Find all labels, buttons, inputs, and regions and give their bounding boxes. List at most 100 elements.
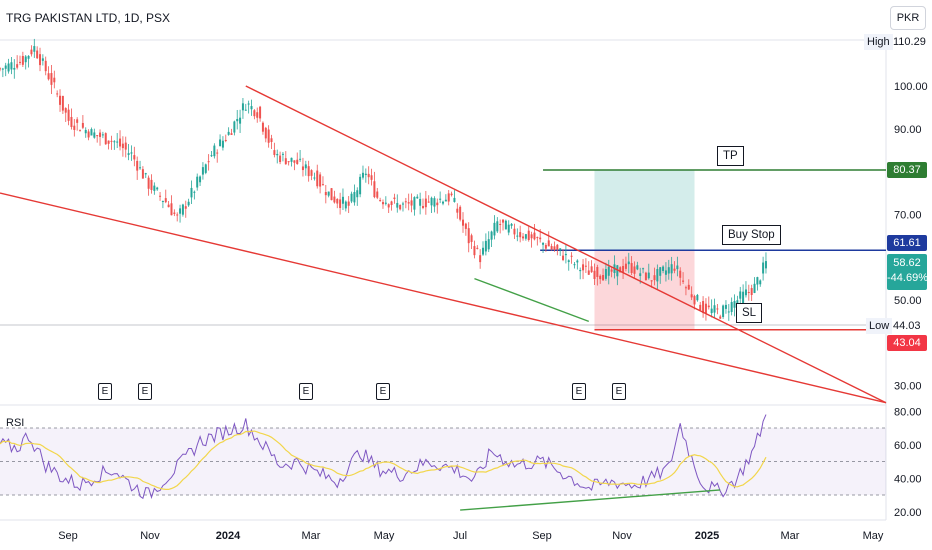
candle-body [564,253,567,256]
candle-body [444,199,447,202]
candle-body [347,201,350,206]
earnings-marker[interactable]: E [376,383,390,400]
candle-body [99,132,102,137]
candle-body [101,134,104,136]
candle-body [519,232,522,238]
candle-body [584,265,587,267]
candle-body [127,153,130,155]
candle-body [30,49,33,55]
candle-body [467,228,470,244]
take-profit-price-tag: 80.37 [887,162,927,178]
candle-body [730,302,733,312]
candle-body [253,110,256,117]
sl-annotation[interactable]: SL [736,303,763,323]
candle-body [459,206,462,220]
candle-body [456,208,459,213]
earnings-marker[interactable]: E [572,383,586,400]
candle-body [56,93,59,95]
candle-body [333,196,336,203]
price-divergence-line [474,277,590,323]
candle-body [84,129,87,134]
candle-body [59,95,62,105]
candle-body [619,267,622,273]
take-profit-zone [594,170,695,251]
candle-body [656,269,659,282]
candle-body [236,119,239,122]
candle-body [304,164,307,169]
candle-body [284,158,287,165]
candle-body [684,287,687,289]
candle-body [316,170,319,187]
currency-button[interactable]: PKR [890,6,926,30]
candle-body [296,159,299,165]
candle-body [453,197,456,202]
candle-body [419,198,422,206]
candle-body [161,201,164,203]
candle-body [413,197,416,210]
candle-body [110,140,113,142]
candle-body [667,267,670,274]
earnings-marker[interactable]: E [612,383,626,400]
candle-body [233,121,236,133]
candle-body [710,308,713,314]
candle-body [662,266,665,271]
time-axis-tick-label: May [374,530,395,542]
candle-body [647,272,650,279]
candle-body [462,219,465,226]
time-axis-tick-label: May [863,530,884,542]
candle-body [690,294,693,298]
candle-body [587,270,590,275]
time-axis-tick-label: Nov [612,530,632,542]
candle-body [293,160,296,163]
earnings-marker[interactable]: E [138,383,152,400]
earnings-marker[interactable]: E [299,383,313,400]
candle-body [73,125,76,130]
candle-body [650,280,653,282]
candle-body [261,122,264,132]
buy-stop-price-tag: 61.61 [887,235,927,251]
candle-body [722,305,725,317]
candle-body [576,260,579,263]
candle-body [324,192,327,196]
candle-body [247,103,250,105]
rsi-axis-tick-label: 20.00 [894,507,922,519]
candle-body [570,255,573,257]
candle-body [401,203,404,205]
candle-body [396,202,399,208]
candle-body [104,133,107,145]
buy-stop-annotation[interactable]: Buy Stop [722,225,781,245]
price-axis-tick-label: 30.00 [894,381,922,393]
candle-body [622,265,625,273]
earnings-marker[interactable]: E [98,383,112,400]
candle-body [421,206,424,208]
candle-body [427,201,430,203]
candle-body [61,95,64,111]
time-axis-tick-label: Jul [453,530,467,542]
tp-annotation[interactable]: TP [717,146,744,166]
candle-body [144,173,147,175]
candle-body [664,270,667,275]
candle-body [430,197,433,206]
candle-body [682,280,685,282]
candle-body [610,269,613,272]
time-axis-tick-label: 2024 [216,530,241,542]
price-axis-tick-label: 50.00 [894,295,922,307]
candle-body [81,122,84,128]
candle-body [513,228,516,235]
rsi-moving-average-line [0,430,767,490]
candle-body [227,131,230,135]
candle-body [341,196,344,204]
candle-body [313,177,316,179]
candle-body [393,197,396,200]
candle-body [19,61,22,63]
symbol-title[interactable]: TRG PAKISTAN LTD, 1D, PSX [6,11,171,25]
candle-body [210,155,213,157]
candle-body [350,193,353,202]
candle-body [76,119,79,123]
stop-loss-zone [594,250,695,330]
candle-body [630,263,633,273]
candle-body [119,138,122,147]
candle-body [279,155,282,163]
candle-body [602,275,605,281]
